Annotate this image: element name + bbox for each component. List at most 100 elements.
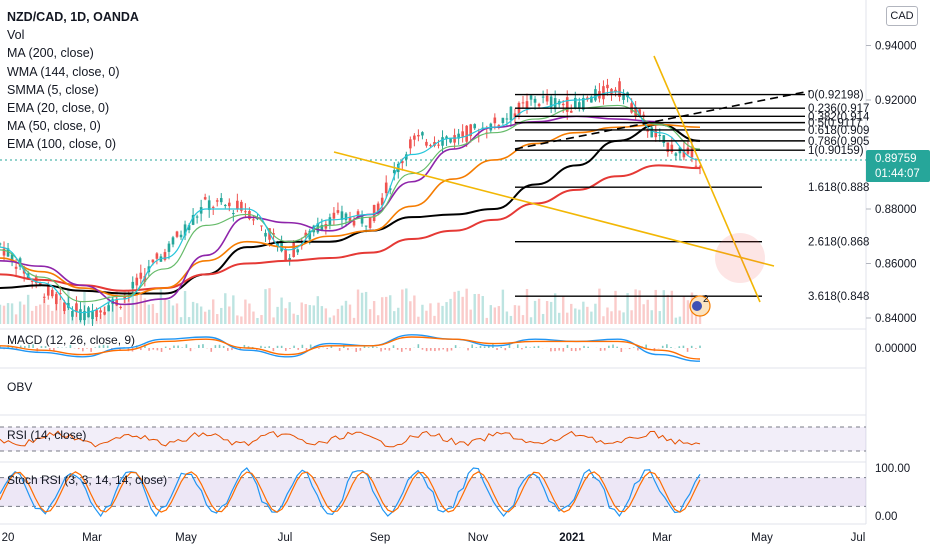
stoch-rsi-pane <box>0 467 866 518</box>
candle-body <box>187 225 191 231</box>
earnings-event-icon[interactable]: 2 <box>689 294 711 317</box>
candle-body <box>195 216 199 218</box>
legend-item-ema100[interactable]: EMA (100, close, 0) <box>7 137 117 152</box>
volume-bar <box>425 310 428 324</box>
candle-body <box>610 88 613 94</box>
ma-line <box>0 115 659 306</box>
candle-body <box>139 272 143 279</box>
volume-bar <box>682 296 686 324</box>
macd-histogram-bar <box>612 344 614 348</box>
ma-line <box>0 91 701 314</box>
volume-bar <box>469 309 472 324</box>
macd-histogram-bar <box>678 346 681 348</box>
macd-histogram-bar <box>500 346 502 348</box>
candle-body <box>320 224 324 231</box>
candle-body <box>529 95 533 100</box>
stoch-label[interactable]: Stoch RSI (3, 3, 14, 14, close) <box>7 473 168 487</box>
macd-histogram-bar <box>301 344 304 348</box>
macd-histogram-bar <box>189 348 192 352</box>
macd-histogram-bar <box>516 344 519 348</box>
volume-bar <box>670 290 674 324</box>
time-tick-label: 20 <box>2 532 15 544</box>
candle-body <box>336 210 340 213</box>
candle-body <box>103 311 106 315</box>
candle-body <box>191 215 195 225</box>
macd-histogram-bar <box>293 345 295 348</box>
candle-body <box>525 101 529 109</box>
legend-item-ma50[interactable]: MA (50, close, 0) <box>7 119 101 134</box>
macd-histogram-bar <box>102 344 105 348</box>
volume-bar <box>517 305 521 324</box>
legend-item-smma5[interactable]: SMMA (5, close) <box>7 82 99 97</box>
volume-bar <box>594 303 597 324</box>
candle-body <box>513 113 517 119</box>
candle-body <box>10 254 14 262</box>
macd-histogram-bar <box>260 345 262 348</box>
macd-histogram-bar <box>574 348 577 352</box>
legend-item-vol[interactable]: Vol <box>7 28 25 43</box>
legend-item-ma200[interactable]: MA (200, close) <box>7 46 94 61</box>
rsi-label[interactable]: RSI (14, close) <box>7 428 87 442</box>
volume-bar <box>666 294 670 324</box>
candle-body <box>348 217 352 222</box>
macd-histogram-bar <box>106 345 109 348</box>
macd-histogram-bar <box>608 345 610 348</box>
macd-label[interactable]: MACD (12, 26, close, 9) <box>7 333 136 347</box>
price-axis[interactable]: 0.940000.920000.880000.860000.840000.000… <box>866 41 917 524</box>
macd-histogram-bar <box>318 348 320 349</box>
candle-body <box>364 225 368 227</box>
candle-body <box>292 243 295 257</box>
volume-bar <box>292 313 295 324</box>
obv-label[interactable]: OBV <box>7 380 33 394</box>
volume-bar <box>220 307 223 324</box>
candle-body <box>95 309 98 317</box>
svg-text:2: 2 <box>703 294 709 305</box>
volume-bar <box>320 306 324 324</box>
macd-histogram-bar <box>396 348 399 350</box>
macd-histogram-bar <box>0 346 1 348</box>
candle-body <box>541 96 545 98</box>
macd-histogram-bar <box>661 345 664 348</box>
macd-histogram-bar <box>587 346 589 348</box>
macd-histogram-bar <box>227 348 229 351</box>
macd-histogram-bar <box>305 348 308 351</box>
volume-bar <box>6 303 10 324</box>
trendlines[interactable] <box>333 55 811 303</box>
volume-bar <box>509 315 513 324</box>
candle-body <box>433 141 436 146</box>
volume-bar <box>513 305 517 324</box>
candle-body <box>449 138 452 143</box>
chart-legend: NZD/CAD, 1D, OANDA Vol MA (200, close) W… <box>7 8 139 154</box>
volume-bar <box>252 311 255 324</box>
macd-histogram-bar <box>376 347 378 348</box>
macd-histogram-bar <box>69 344 72 348</box>
candle-body <box>264 232 267 237</box>
legend-item-ema20[interactable]: EMA (20, close, 0) <box>7 101 110 116</box>
ma-line <box>0 123 701 295</box>
legend-item-wma144[interactable]: WMA (144, close, 0) <box>7 64 120 79</box>
macd-histogram-bar <box>562 348 565 352</box>
volume-bar <box>18 301 22 324</box>
candle-body <box>614 89 617 93</box>
fib-extension[interactable]: 0(0.92198)0.236(0.9170.382(0.9140.5(0.91… <box>515 90 870 304</box>
volume-bar <box>328 317 332 324</box>
volume-bar <box>590 311 593 324</box>
macd-histogram-bar <box>164 346 167 348</box>
volume-bar <box>413 295 416 324</box>
candle-body <box>183 224 187 236</box>
candle-body <box>59 293 62 295</box>
macd-histogram-bar <box>144 344 146 348</box>
volume-bar <box>553 293 557 324</box>
macd-histogram-bar <box>202 344 204 348</box>
volume-bar <box>47 304 50 324</box>
volume-bar <box>332 315 336 324</box>
symbol-title[interactable]: NZD/CAD, 1D, OANDA <box>7 10 139 24</box>
currency-badge[interactable]: CAD <box>886 6 918 26</box>
macd-histogram-bar <box>533 346 536 348</box>
candle-body <box>590 96 593 103</box>
candle-body <box>429 145 432 147</box>
volume-bar <box>541 313 545 324</box>
time-axis[interactable]: 20 Mar May Jul Sep Nov 2021 Mar May Jul <box>2 532 866 544</box>
candle-body <box>340 211 344 220</box>
